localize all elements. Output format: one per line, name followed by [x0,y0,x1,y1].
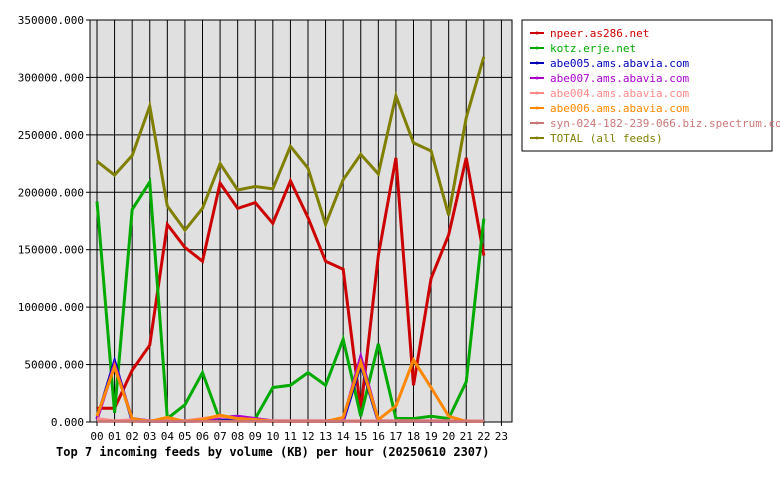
x-tick-label: 05 [178,430,191,443]
grid [90,19,512,423]
legend-label: abe006.ams.abavia.com [550,102,689,115]
legend-marker [535,31,539,35]
x-tick-label: 14 [337,430,351,443]
y-tick-label: 0.000 [51,416,84,429]
legend-label: abe007.ams.abavia.com [550,72,689,85]
x-tick-label: 21 [460,430,473,443]
chart-title: Top 7 incoming feeds by volume (KB) per … [56,445,489,459]
legend-label: kotz.erje.net [550,42,636,55]
x-tick-label: 15 [354,430,367,443]
series-lines [95,56,486,423]
x-tick-label: 12 [301,430,314,443]
x-tick-label: 08 [231,430,244,443]
y-axis-ticks: 0.000 50000.000 100000.000 150000.000 200000… [18,14,90,429]
x-tick-label: 00 [90,430,103,443]
x-tick-label: 06 [196,430,209,443]
x-tick-label: 18 [407,430,420,443]
legend-marker [535,91,539,95]
legend-marker [535,46,539,50]
x-tick-label: 02 [126,430,139,443]
x-tick-label: 11 [284,430,297,443]
x-tick-label: 23 [495,430,508,443]
legend-label: npeer.as286.net [550,27,649,40]
x-tick-label: 01 [108,430,121,443]
legend-marker [535,61,539,65]
series-line-1 [95,177,486,423]
x-tick-label: 04 [161,430,175,443]
y-tick-label: 250000.000 [18,129,84,142]
legend-label: abe005.ams.abavia.com [550,57,689,70]
legend-marker [535,136,539,140]
legend-marker [535,76,539,80]
x-tick-label: 16 [372,430,385,443]
series-line-7 [96,56,486,233]
series-line-0 [97,157,486,411]
y-tick-label: 100000.000 [18,301,84,314]
legend-marker [535,121,539,125]
y-tick-label: 50000.000 [24,359,84,372]
x-axis-ticks: 00 01 02 03 04 05 06 07 08 09 10 11 12 13 14 15 16 17 18 19… [90,422,508,443]
x-tick-label: 13 [319,430,332,443]
x-tick-label: 03 [143,430,156,443]
y-tick-label: 150000.000 [18,244,84,257]
legend-box [521,19,773,152]
y-tick-label: 200000.000 [18,186,84,199]
x-tick-label: 10 [266,430,279,443]
legend: npeer.as286.net kotz.erje.net abe005.ams.a… [521,19,780,152]
y-tick-label: 350000.000 [18,14,84,27]
legend-label: TOTAL (all feeds) [550,132,663,145]
x-tick-label: 07 [213,430,226,443]
legend-marker [535,106,539,110]
x-tick-label: 20 [442,430,455,443]
legend-label: syn-024-182-239-066.biz.spectrum.com [550,117,780,130]
x-tick-label: 17 [389,430,402,443]
plot-area [89,19,513,423]
legend-label: abe004.ams.abavia.com [550,87,689,100]
x-tick-label: 19 [424,430,437,443]
x-tick-label: 09 [249,430,262,443]
x-tick-label: 22 [477,430,490,443]
y-tick-label: 300000.000 [18,71,84,84]
